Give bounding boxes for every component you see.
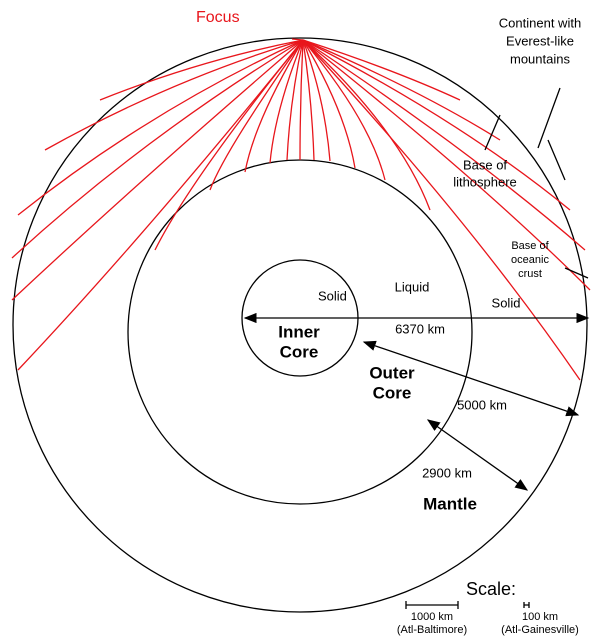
solid-inner-label: Solid (318, 288, 347, 303)
liquid-label: Liquid (395, 279, 430, 294)
mantle-depth-label: 2900 km (422, 465, 472, 480)
outer-core-label: Core (373, 383, 412, 402)
continent-label: mountains (510, 51, 570, 66)
outer-core-label: Outer (369, 363, 415, 382)
crust-label: Base of (511, 240, 549, 252)
continent-label: Everest-like (506, 33, 574, 48)
scale-title: Scale: (466, 579, 516, 599)
inner-core-label: Inner (278, 322, 320, 341)
scale-label: 100 km (522, 611, 558, 623)
inner-core-label: Core (280, 342, 319, 361)
scale-label: 1000 km (411, 611, 453, 623)
outer-core-radius-label: 5000 km (457, 397, 507, 412)
mantle-label: Mantle (423, 494, 477, 513)
scale-bar (524, 602, 529, 608)
crust-label: crust (518, 268, 542, 280)
focus-label: Focus (196, 9, 240, 26)
scale-bar (406, 601, 458, 609)
scale-note: (Atl-Gainesville) (501, 624, 579, 636)
lithosphere-label: Base of (463, 157, 507, 172)
scale-note: (Atl-Baltimore) (397, 624, 467, 636)
continent-label: Continent with (499, 15, 581, 30)
solid-mantle-label: Solid (492, 295, 521, 310)
crust-label: oceanic (511, 254, 549, 266)
continent-pointer (538, 88, 565, 180)
lithosphere-label: lithosphere (453, 174, 517, 189)
radius-label: 6370 km (395, 321, 445, 336)
diagram: Focus Continent with Everest-like mounta… (0, 0, 596, 637)
